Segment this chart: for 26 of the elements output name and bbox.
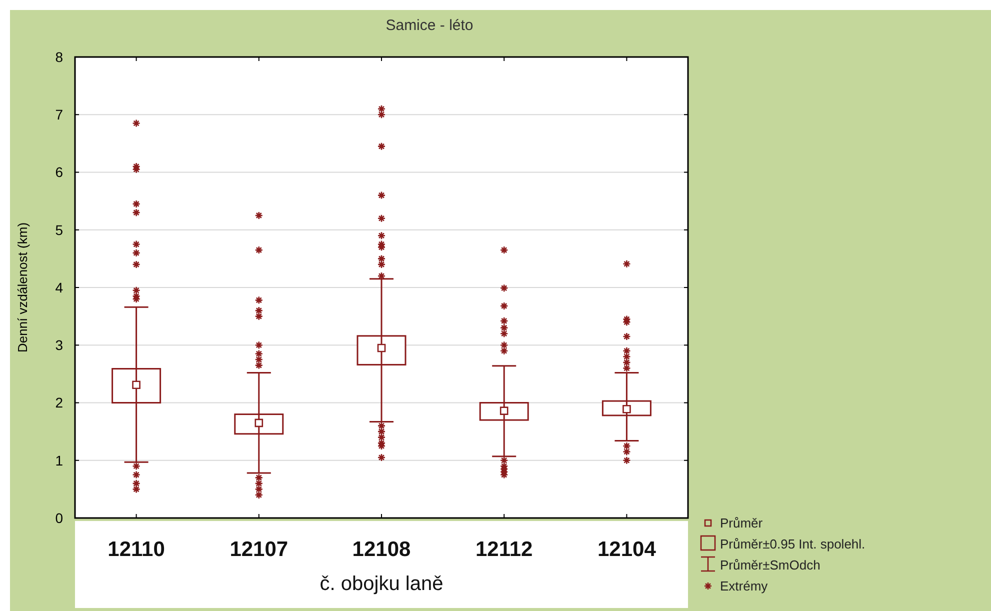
x-tick-label: 12104 <box>597 538 656 561</box>
point <box>500 406 508 415</box>
chart-title: Samice - léto <box>386 17 474 34</box>
y-axis-title: Denní vzdálenost (km) <box>15 222 30 353</box>
y-tick-label: 4 <box>55 279 64 296</box>
point <box>622 404 631 414</box>
y-tick-label: 1 <box>55 452 64 468</box>
y-tick-label: 3 <box>55 337 64 354</box>
x-tick-label: 12110 <box>108 538 165 561</box>
y-tick-label: 6 <box>55 164 64 180</box>
legend-label: Průměr <box>720 516 764 531</box>
point <box>132 380 140 390</box>
x-tick-label: 12108 <box>352 538 412 561</box>
x-axis-title: č. obojku laně <box>320 573 444 595</box>
legend-label: Průměr±0.95 Int. spolehl. <box>720 536 866 552</box>
y-tick-label: 5 <box>55 222 64 238</box>
y-tick-label: 7 <box>55 106 64 123</box>
point <box>377 344 386 352</box>
y-tick-label: 8 <box>55 48 64 65</box>
x-tick-label: 12112 <box>475 538 533 561</box>
text: Průměr±SmOdch <box>720 558 820 573</box>
x-tick-label: 12107 <box>230 538 288 561</box>
y-tick-label: 2 <box>55 394 64 411</box>
y-tick-label: 0 <box>55 510 64 526</box>
legend-label: Extrémy <box>720 578 768 594</box>
point <box>254 418 264 428</box>
